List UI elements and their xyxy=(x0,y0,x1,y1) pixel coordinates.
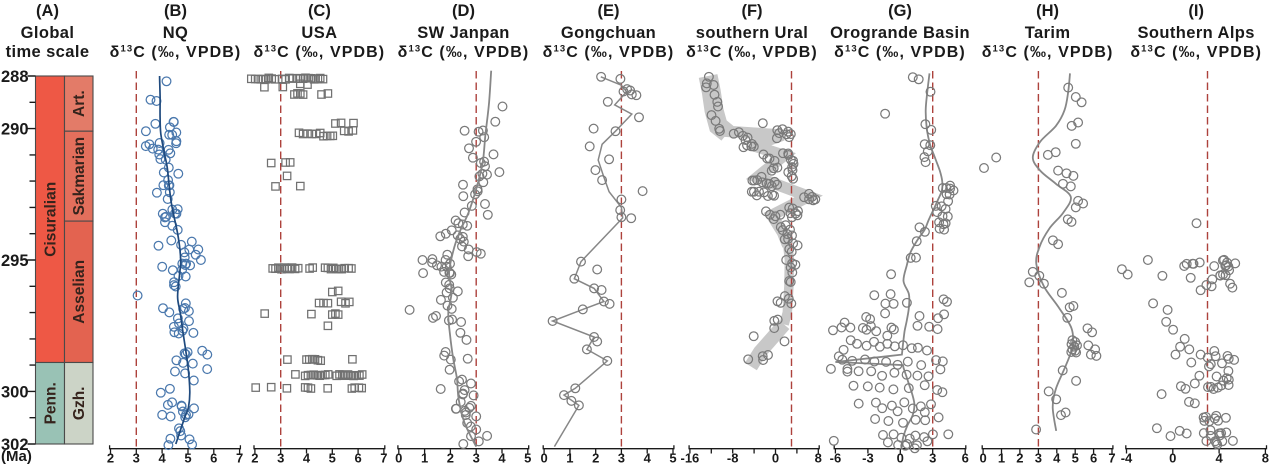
svg-text:4: 4 xyxy=(158,451,166,466)
svg-text:1: 1 xyxy=(998,451,1005,466)
svg-text:δ13C (‰, VPDB): δ13C (‰, VPDB) xyxy=(543,44,675,62)
svg-text:4: 4 xyxy=(1215,451,1223,466)
svg-text:δ13C (‰, VPDB): δ13C (‰, VPDB) xyxy=(254,44,386,62)
svg-text:4: 4 xyxy=(644,451,652,466)
svg-text:-3: -3 xyxy=(862,451,874,466)
svg-text:Southern Alps: Southern Alps xyxy=(1138,24,1255,42)
svg-text:4: 4 xyxy=(498,451,506,466)
svg-text:6: 6 xyxy=(354,451,361,466)
svg-text:(H): (H) xyxy=(1036,2,1059,20)
svg-text:3: 3 xyxy=(618,451,625,466)
svg-text:(F): (F) xyxy=(741,2,762,20)
svg-text:0: 0 xyxy=(395,451,402,466)
svg-text:2: 2 xyxy=(107,451,114,466)
svg-text:7: 7 xyxy=(380,451,387,466)
svg-text:(I): (I) xyxy=(1188,2,1204,20)
svg-text:Penn.: Penn. xyxy=(43,382,60,424)
svg-text:0: 0 xyxy=(772,451,779,466)
svg-text:302: 302 xyxy=(1,436,29,454)
svg-text:2: 2 xyxy=(592,451,599,466)
svg-text:0: 0 xyxy=(897,451,904,466)
svg-text:-16: -16 xyxy=(681,451,700,466)
svg-text:2: 2 xyxy=(251,451,258,466)
svg-text:(A): (A) xyxy=(36,2,59,20)
svg-text:Cisuralian: Cisuralian xyxy=(43,182,60,257)
svg-text:time scale: time scale xyxy=(6,43,90,61)
svg-text:(B): (B) xyxy=(164,2,187,20)
svg-text:southern Ural: southern Ural xyxy=(696,24,808,42)
svg-text:2: 2 xyxy=(447,451,454,466)
svg-text:USA: USA xyxy=(301,24,337,42)
svg-text:δ13C (‰, VPDB): δ13C (‰, VPDB) xyxy=(982,44,1114,62)
svg-text:(C): (C) xyxy=(308,2,331,20)
svg-text:Gzh.: Gzh. xyxy=(71,387,88,421)
svg-text:(D): (D) xyxy=(452,2,475,20)
svg-text:288: 288 xyxy=(1,68,29,86)
svg-text:Art.: Art. xyxy=(71,90,88,117)
svg-text:Sakmarian: Sakmarian xyxy=(71,137,88,215)
svg-text:δ13C (‰, VPDB): δ13C (‰, VPDB) xyxy=(834,44,966,62)
svg-text:6: 6 xyxy=(1090,451,1097,466)
svg-text:5: 5 xyxy=(329,451,336,466)
svg-text:3: 3 xyxy=(929,451,936,466)
svg-text:5: 5 xyxy=(669,451,676,466)
svg-text:1: 1 xyxy=(566,451,573,466)
svg-text:3: 3 xyxy=(277,451,284,466)
svg-text:6: 6 xyxy=(962,451,969,466)
svg-text:-6: -6 xyxy=(830,451,842,466)
svg-text:δ13C (‰, VPDB): δ13C (‰, VPDB) xyxy=(398,44,530,62)
svg-text:3: 3 xyxy=(133,451,140,466)
svg-text:0: 0 xyxy=(1169,451,1176,466)
svg-text:δ13C (‰, VPDB): δ13C (‰, VPDB) xyxy=(1130,44,1262,62)
svg-text:8: 8 xyxy=(815,451,822,466)
svg-text:6: 6 xyxy=(210,451,217,466)
svg-text:4: 4 xyxy=(1053,451,1061,466)
svg-text:0: 0 xyxy=(979,451,986,466)
svg-text:SW Janpan: SW Janpan xyxy=(417,24,510,42)
svg-text:290: 290 xyxy=(1,121,29,139)
svg-text:3: 3 xyxy=(1035,451,1042,466)
svg-text:(G): (G) xyxy=(888,2,912,20)
svg-text:NQ: NQ xyxy=(163,24,189,42)
svg-text:Asselian: Asselian xyxy=(71,260,88,324)
svg-text:4: 4 xyxy=(303,451,311,466)
svg-text:Gongchuan: Gongchuan xyxy=(561,24,656,42)
svg-text:Tarim: Tarim xyxy=(1025,24,1071,42)
svg-text:5: 5 xyxy=(524,451,531,466)
svg-text:3: 3 xyxy=(473,451,480,466)
svg-text:-4: -4 xyxy=(1121,451,1133,466)
svg-text:δ13C (‰, VPDB): δ13C (‰, VPDB) xyxy=(686,44,818,62)
svg-text:Orogrande Basin: Orogrande Basin xyxy=(830,24,970,42)
svg-text:0: 0 xyxy=(540,451,547,466)
svg-text:δ13C (‰, VPDB): δ13C (‰, VPDB) xyxy=(110,44,242,62)
svg-text:5: 5 xyxy=(1072,451,1079,466)
svg-text:295: 295 xyxy=(1,252,29,270)
svg-text:1: 1 xyxy=(421,451,428,466)
svg-text:2: 2 xyxy=(1016,451,1023,466)
svg-text:-8: -8 xyxy=(727,451,739,466)
svg-text:7: 7 xyxy=(1108,451,1115,466)
svg-text:5: 5 xyxy=(184,451,191,466)
svg-text:300: 300 xyxy=(1,383,29,401)
svg-text:Global: Global xyxy=(21,24,75,42)
svg-text:(E): (E) xyxy=(598,2,620,20)
svg-text:8: 8 xyxy=(1262,451,1269,466)
svg-text:7: 7 xyxy=(236,451,243,466)
svg-text:(Ma): (Ma) xyxy=(1,448,32,465)
